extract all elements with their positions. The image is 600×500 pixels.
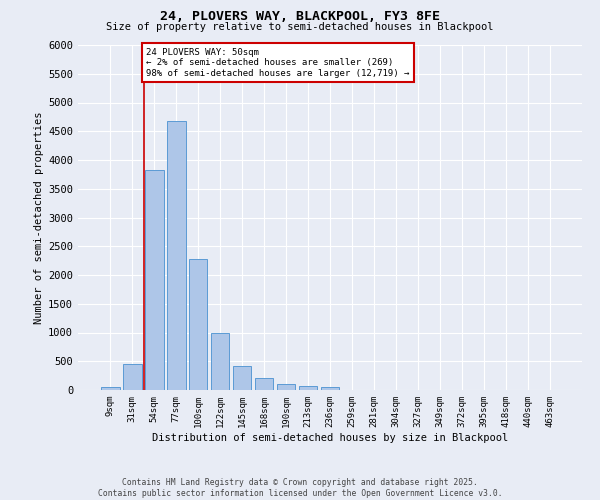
Bar bbox=[101, 387, 119, 390]
Text: 24, PLOVERS WAY, BLACKPOOL, FY3 8FE: 24, PLOVERS WAY, BLACKPOOL, FY3 8FE bbox=[160, 10, 440, 23]
Bar bbox=[189, 259, 208, 390]
Bar bbox=[320, 387, 340, 390]
Text: Contains HM Land Registry data © Crown copyright and database right 2025.
Contai: Contains HM Land Registry data © Crown c… bbox=[98, 478, 502, 498]
Bar bbox=[123, 364, 142, 390]
Bar bbox=[233, 366, 251, 390]
Bar bbox=[255, 378, 274, 390]
Text: Size of property relative to semi-detached houses in Blackpool: Size of property relative to semi-detach… bbox=[106, 22, 494, 32]
Bar bbox=[167, 121, 185, 390]
Bar bbox=[145, 170, 164, 390]
Y-axis label: Number of semi-detached properties: Number of semi-detached properties bbox=[34, 112, 44, 324]
Text: 24 PLOVERS WAY: 50sqm
← 2% of semi-detached houses are smaller (269)
98% of semi: 24 PLOVERS WAY: 50sqm ← 2% of semi-detac… bbox=[146, 48, 410, 78]
X-axis label: Distribution of semi-detached houses by size in Blackpool: Distribution of semi-detached houses by … bbox=[152, 432, 508, 442]
Bar bbox=[277, 384, 295, 390]
Bar bbox=[211, 333, 229, 390]
Bar bbox=[299, 386, 317, 390]
